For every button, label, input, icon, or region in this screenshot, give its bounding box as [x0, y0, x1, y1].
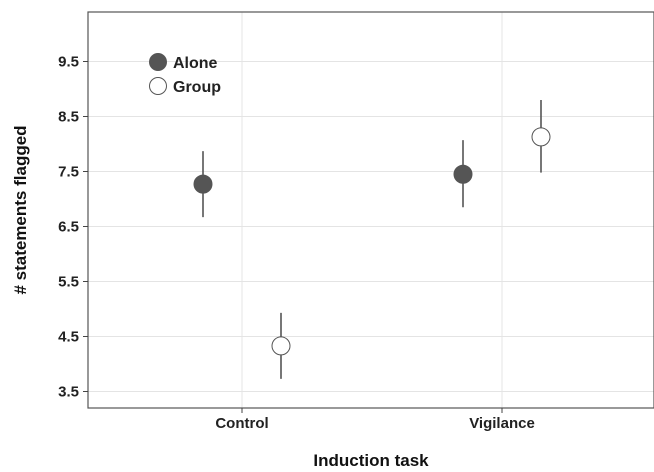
- x-tick-label: Vigilance: [469, 415, 535, 432]
- x-axis-title: Induction task: [313, 451, 429, 470]
- y-tick-label: 9.5: [58, 54, 79, 71]
- y-tick-label: 7.5: [58, 164, 79, 181]
- legend-label: Group: [173, 79, 221, 96]
- x-tick-label: Control: [215, 415, 268, 432]
- data-point: [193, 174, 213, 194]
- legend-marker: [149, 77, 167, 95]
- y-tick-label: 3.5: [58, 384, 79, 401]
- y-tick-label: 5.5: [58, 274, 79, 291]
- legend-marker: [149, 53, 167, 71]
- horizontal-gridlines: [88, 61, 654, 392]
- data-point: [531, 127, 551, 147]
- data-point: [271, 336, 291, 356]
- plot-background: [88, 12, 654, 408]
- y-axis-ticks: 3.5 4.5 5.5 6.5 7.5 8.5 9.5: [58, 54, 88, 401]
- vertical-gridlines: [241, 12, 503, 408]
- plot-border: [87, 11, 654, 409]
- x-axis-ticks: Control Vigilance: [215, 408, 535, 432]
- data-point: [453, 164, 473, 184]
- y-tick-label: 4.5: [58, 329, 79, 346]
- y-tick-label: 8.5: [58, 109, 79, 126]
- y-tick-label: 6.5: [58, 219, 79, 236]
- data-points: [193, 127, 551, 356]
- legend-label: Alone: [173, 55, 218, 72]
- legend: Alone Group: [149, 53, 221, 96]
- y-axis-title: # statements flagged: [11, 125, 30, 294]
